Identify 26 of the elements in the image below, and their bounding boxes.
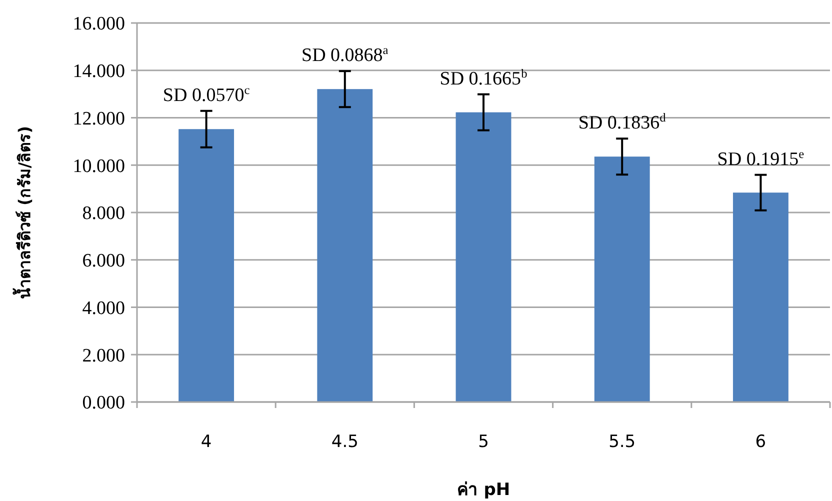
annotation: SD 0.0570$^{c}$ [162, 82, 250, 106]
y-tick-label: 8.000 [82, 203, 125, 224]
y-tick-label: 2.000 [82, 345, 125, 366]
bar [594, 156, 650, 402]
annotation: SD 0.1665$^{b}$ [440, 66, 528, 90]
annotation: SD 0.1836$^{d}$ [578, 110, 667, 134]
annotation: SD 0.0868$^{a}$ [302, 43, 389, 66]
x-tick-label: 5 [478, 432, 489, 452]
y-tick-label: 12.000 [72, 108, 125, 130]
bar [456, 112, 512, 402]
y-tick-label: 10.000 [72, 156, 125, 177]
x-tick-label: 5.5 [608, 432, 636, 452]
y-tick-label: 0.000 [82, 392, 125, 414]
x-axis-title: ค่า pH [456, 480, 510, 500]
bar [317, 89, 373, 402]
y-tick-label: 14.000 [72, 61, 125, 82]
y-tick-label: 16.000 [72, 14, 125, 35]
bar [732, 192, 788, 402]
x-tick-label: 4 [200, 432, 212, 452]
y-tick-label: 6.000 [82, 250, 125, 272]
bar [178, 129, 234, 402]
annotation: SD 0.1915$^{e}$ [717, 146, 805, 170]
y-axis-title: น้ำตาลรีดิวซ์ (กรัม/ลิตร) [12, 126, 34, 300]
x-tick-label: 6 [755, 432, 766, 452]
x-tick-label: 4.5 [331, 432, 358, 452]
y-tick-label: 4.000 [82, 298, 125, 319]
